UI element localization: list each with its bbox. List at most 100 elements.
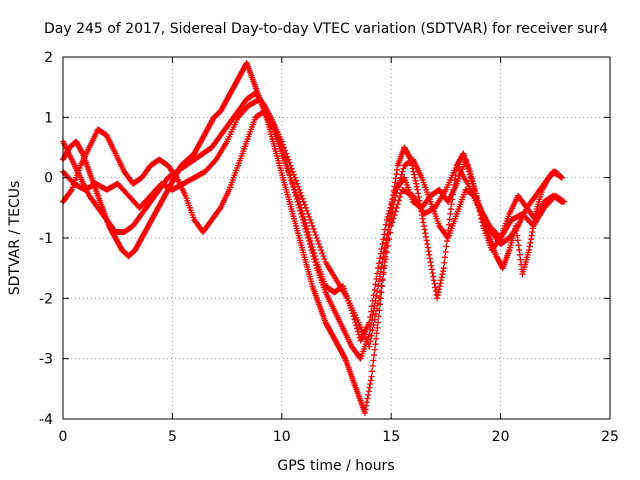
data-point	[312, 256, 319, 263]
data-point	[286, 159, 293, 166]
data-point	[301, 201, 308, 208]
data-point	[371, 346, 378, 353]
data-point	[390, 215, 397, 222]
data-point	[517, 256, 524, 263]
data-point	[413, 180, 420, 187]
data-point	[381, 231, 388, 238]
data-point	[365, 391, 372, 398]
data-point	[384, 242, 391, 249]
data-point	[310, 247, 317, 254]
data-point	[362, 406, 369, 413]
data-point	[302, 219, 309, 226]
data-point	[427, 259, 434, 266]
data-point	[306, 213, 313, 220]
data-point	[368, 308, 375, 315]
data-point	[300, 213, 307, 220]
data-point	[375, 260, 382, 267]
data-point	[410, 168, 417, 175]
data-point	[375, 300, 382, 307]
data-point	[395, 197, 402, 204]
data-point	[212, 157, 219, 164]
data-point	[370, 357, 377, 364]
data-point	[435, 289, 442, 296]
x-tick-label: 5	[168, 429, 177, 445]
data-point	[514, 237, 521, 244]
data-point	[302, 204, 309, 211]
data-point	[463, 159, 470, 166]
data-point	[389, 195, 396, 202]
data-point	[528, 232, 535, 239]
y-tick-label: -4	[39, 412, 53, 428]
data-point	[398, 171, 405, 178]
data-point	[365, 388, 372, 395]
data-point	[283, 150, 290, 157]
data-point	[479, 219, 486, 226]
data-point	[462, 156, 469, 163]
data-point	[442, 254, 449, 261]
data-point	[430, 277, 437, 284]
y-tick-label: -1	[39, 231, 53, 247]
data-point	[371, 316, 378, 323]
data-point	[303, 207, 310, 214]
data-point	[436, 283, 443, 290]
data-point	[307, 216, 314, 223]
data-point	[172, 173, 179, 180]
data-point	[301, 216, 308, 223]
data-point	[306, 235, 313, 241]
data-point	[295, 183, 302, 190]
data-point	[387, 229, 394, 236]
data-point	[314, 238, 321, 245]
data-point	[526, 243, 533, 250]
data-point	[394, 201, 401, 208]
data-point	[437, 280, 444, 287]
data-point	[419, 215, 426, 222]
data-point	[287, 162, 294, 169]
data-point	[366, 319, 373, 326]
data-point	[317, 244, 324, 251]
data-point	[367, 338, 374, 345]
data-point	[372, 311, 379, 318]
data-point	[318, 247, 325, 254]
data-point	[436, 286, 443, 293]
data-point	[361, 409, 368, 416]
data-point	[372, 281, 379, 288]
data-point	[414, 186, 421, 193]
data-point	[381, 262, 388, 269]
x-tick-label: 10	[273, 429, 291, 445]
data-point	[392, 179, 399, 186]
data-point	[515, 242, 522, 249]
data-point	[380, 236, 387, 243]
y-axis-label: SDTVAR / TECUs	[7, 181, 23, 296]
data-point	[448, 201, 455, 208]
data-point	[399, 168, 406, 175]
data-point	[394, 166, 401, 173]
data-point	[364, 395, 371, 402]
x-tick-label: 0	[59, 429, 68, 445]
data-point	[446, 216, 453, 223]
x-tick-label: 20	[492, 429, 510, 445]
data-point	[391, 189, 398, 196]
data-point	[309, 244, 316, 251]
data-point	[377, 289, 384, 296]
data-point	[368, 303, 375, 310]
data-point	[382, 221, 389, 228]
data-point	[289, 168, 296, 175]
data-point	[285, 156, 292, 163]
data-point	[421, 226, 428, 233]
data-point	[378, 282, 385, 289]
series-3	[60, 96, 568, 350]
data-point	[468, 177, 475, 184]
series-2	[60, 108, 565, 344]
data-point	[529, 228, 536, 235]
data-point	[278, 138, 285, 145]
data-point	[371, 286, 378, 293]
data-point	[280, 144, 287, 151]
data-point	[438, 277, 445, 284]
data-point	[299, 195, 306, 202]
data-point	[428, 266, 435, 273]
data-point	[366, 384, 373, 391]
data-point	[527, 239, 534, 246]
data-point	[386, 236, 393, 243]
